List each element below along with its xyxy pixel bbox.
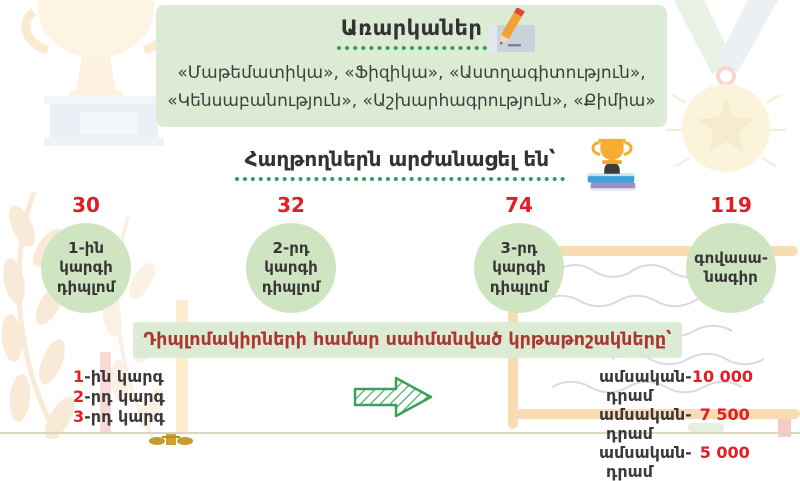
stat-label-line: դիպլոմ (261, 277, 321, 296)
grade-label: -ին կարգ (84, 367, 164, 386)
stat-count: 119 (710, 193, 752, 217)
amount-currency: դրամ (606, 462, 653, 481)
scholarships-banner: Դիպլոմակիրների համար սահմանված կրթաթոշակ… (133, 322, 682, 358)
subjects-line-1: «Մաթեմատիկա», «Ֆիզիկա», «Աստղագիտություն… (177, 63, 646, 83)
amount-prefix: ամսական- (599, 443, 692, 462)
pink-pencil-watermark (100, 352, 111, 432)
stat-label-line: նագիր (704, 268, 758, 286)
stat-label-line: գովասա- (694, 248, 768, 267)
dotted-underline (235, 177, 565, 181)
stat-label-line: 2-րդ (272, 238, 310, 257)
stat-second-class: 32 2-րդ կարգի դիպլոմ (206, 193, 376, 313)
amount-prefix: ամսական- (599, 367, 692, 386)
stat-circle: գովասա- նագիր (686, 223, 776, 313)
grade-item: 2-րդ կարգ (73, 387, 165, 407)
stat-circle: 3-րդ կարգի դիպլոմ (474, 223, 564, 313)
grade-number: 1 (73, 367, 85, 386)
grade-number: 3 (73, 407, 85, 426)
stat-count: 74 (505, 193, 533, 217)
subjects-title: Առարկաներ (340, 16, 483, 40)
stat-label-line: կարգի (492, 258, 546, 277)
amount-item: ամսական-10 000 դրամ (599, 367, 800, 405)
stat-label-line: 1-ին (68, 238, 104, 257)
amount-currency: դրամ (606, 386, 653, 405)
dotted-underline (336, 46, 487, 50)
hatched-right-arrow-icon (353, 376, 433, 418)
grade-list: 1-ին կարգ 2-րդ կարգ 3-րդ կարգ (73, 367, 165, 427)
stat-third-class: 74 3-րդ կարգի դիպլոմ (434, 193, 604, 313)
coat-of-arms-watermark (149, 434, 193, 445)
amount-item: ամսական- 7 500 դրամ (599, 405, 800, 443)
amount-value: 10 000 (691, 367, 754, 386)
amount-list: ամսական-10 000դրամ ամսական- 7 500դրամ ամս… (599, 367, 800, 481)
stat-count: 30 (72, 193, 100, 217)
grade-label: -րդ կարգ (84, 387, 165, 406)
stat-circle: 1-ին կարգի դիպլոմ (41, 223, 131, 313)
stat-count: 32 (277, 193, 305, 217)
subjects-panel: Առարկաներ «Մաթեմատիկա», «Ֆիզիկա», «Աստղա… (156, 5, 667, 127)
subjects-list: «Մաթեմատիկա», «Ֆիզիկա», «Աստղագիտություն… (156, 60, 667, 115)
amount-prefix: ամսական- (599, 405, 692, 424)
amount-value: 5 000 (699, 443, 750, 462)
stat-first-class: 30 1-ին կարգի դիպլոմ (1, 193, 171, 313)
stat-label-line: կարգի (59, 258, 113, 277)
yellow-pencil-watermark (176, 300, 188, 432)
subjects-line-2: «Կենսաբանություն», «Աշխարհագրություն», «… (167, 90, 656, 111)
winners-heading: Հաղթողներն արժանացել են՝ (244, 147, 556, 171)
stat-label-line: դիպլոմ (489, 277, 549, 296)
stat-circle: 2-րդ կարգի դիպլոմ (246, 223, 336, 313)
grade-label: -րդ կարգ (84, 407, 165, 426)
grade-item: 3-րդ կարգ (73, 407, 165, 427)
amount-item: ամսական- 5 000 դրամ (599, 443, 800, 481)
grade-item: 1-ին կարգ (73, 367, 165, 387)
pencil-notepad-icon (489, 8, 535, 52)
stat-label-line: կարգի (264, 258, 318, 277)
trophy-on-books-icon (587, 138, 636, 191)
stat-label-line: դիպլոմ (56, 277, 116, 296)
trophy-watermark (21, 0, 168, 146)
stat-certificate: 119 գովասա- նագիր (646, 193, 800, 313)
amount-currency: դրամ (606, 424, 653, 443)
stat-label-line: 3-րդ (500, 238, 538, 257)
winners-heading-block: Հաղթողներն արժանացել են՝ (0, 147, 800, 181)
amount-value: 7 500 (699, 405, 750, 424)
bottom-divider (0, 432, 800, 434)
grade-number: 2 (73, 387, 85, 406)
